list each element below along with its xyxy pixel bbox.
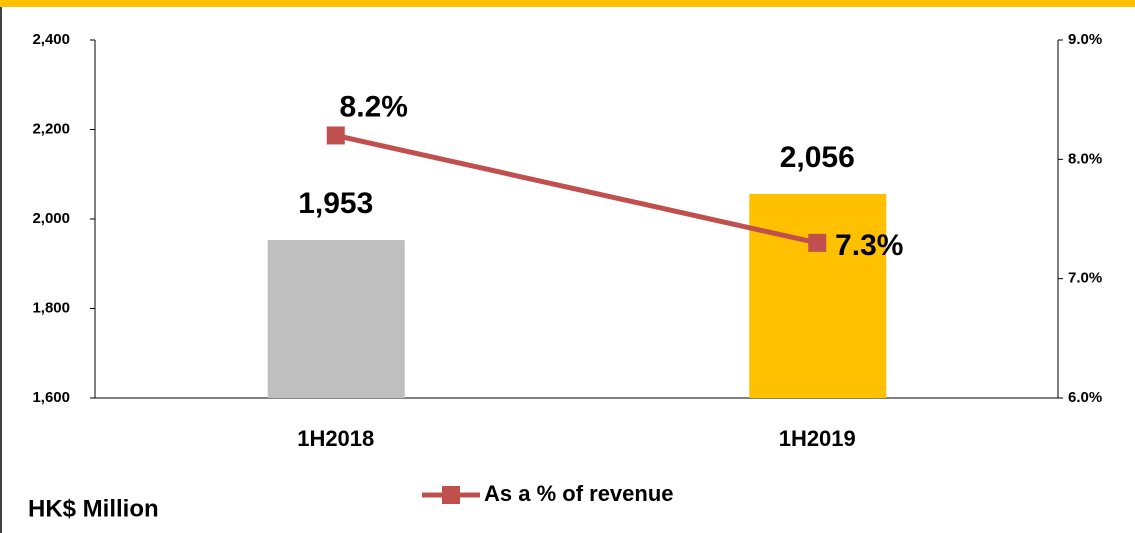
x-tick-label: 1H2019 — [779, 426, 856, 451]
line — [335, 133, 818, 246]
bar-value-label: 1,953 — [298, 187, 373, 220]
y-tick-label: 2,400 — [32, 31, 70, 48]
y-tick-label: 1,800 — [32, 299, 70, 316]
bar — [267, 240, 405, 398]
y-tick-label: 1,600 — [32, 389, 70, 406]
line-marker — [808, 233, 827, 252]
legend-marker — [442, 486, 460, 504]
y-tick-label: 2,000 — [32, 210, 70, 227]
line-value-label: 8.2% — [340, 90, 408, 123]
y-axis-label: HK$ Million — [28, 495, 159, 522]
line-marker — [326, 126, 345, 145]
line-value-label: 7.3% — [835, 229, 903, 262]
bar — [749, 193, 887, 398]
top-band — [0, 0, 1135, 7]
y2-tick-label: 8.0% — [1068, 150, 1102, 167]
legend-label: As a % of revenue — [484, 481, 674, 506]
y2-tick-label: 9.0% — [1068, 31, 1102, 48]
y2-tick-label: 7.0% — [1068, 270, 1102, 287]
y2-tick-label: 6.0% — [1068, 389, 1102, 406]
y-tick-label: 2,200 — [32, 120, 70, 137]
bar-value-label: 2,056 — [780, 141, 855, 174]
x-tick-label: 1H2018 — [297, 426, 374, 451]
